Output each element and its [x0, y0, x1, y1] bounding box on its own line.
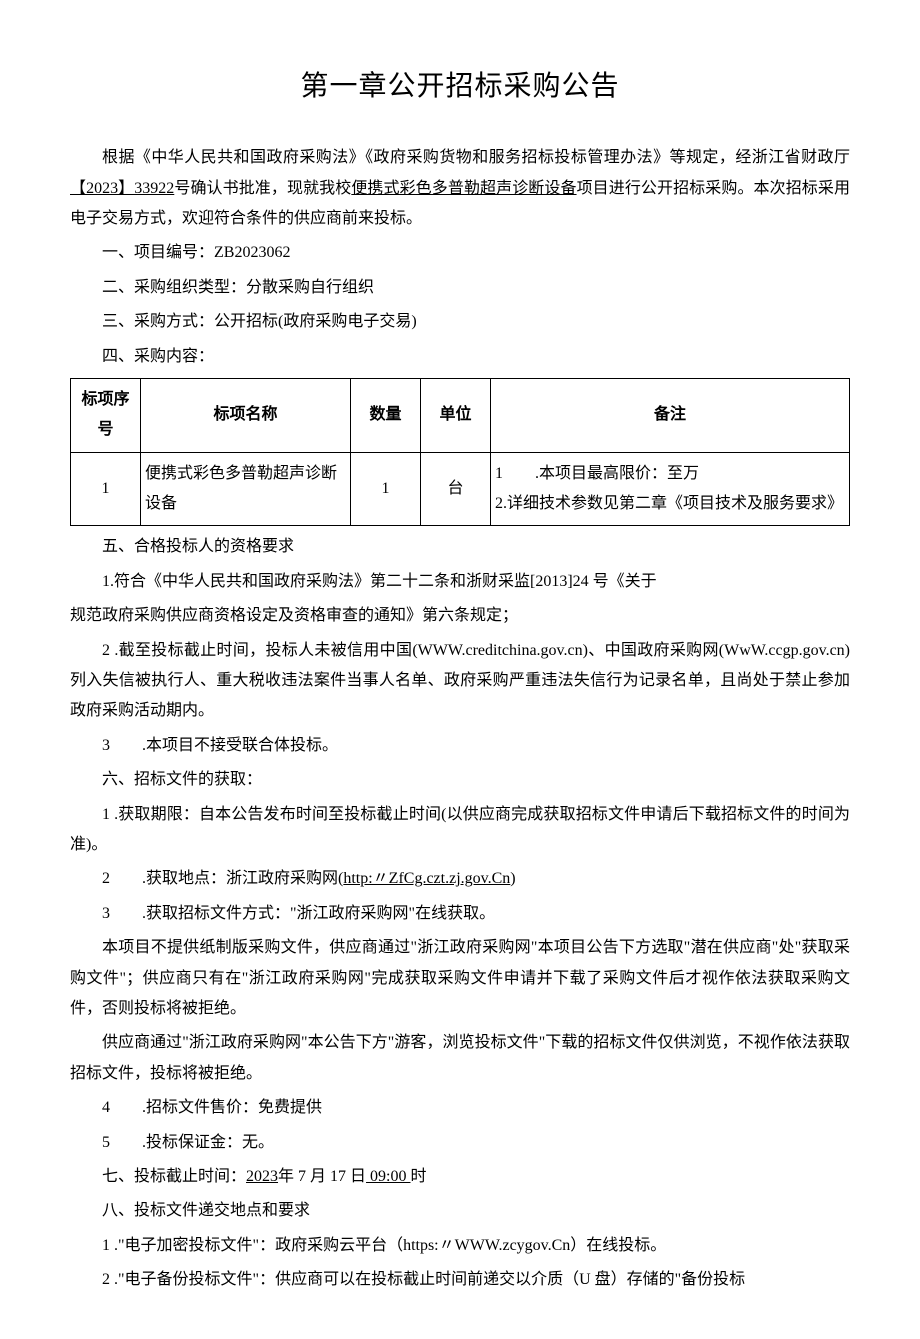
section-7: 七、投标截止时间：2023年 7 月 17 日 09:00 时 [70, 1162, 850, 1192]
section-3: 三、采购方式：公开招标(政府采购电子交易) [70, 307, 850, 337]
section-7-suffix: 时 [410, 1168, 426, 1185]
section-6-para-2: 供应商通过"浙江政府采购网"本公告下方"游客，浏览投标文件"下载的招标文件仅供浏… [70, 1028, 850, 1089]
cell-remark: 1 .本项目最高限价：至万 2.详细技术参数见第二章《项目技术及服务要求》 [491, 452, 850, 526]
cell-unit: 台 [421, 452, 491, 526]
section-7-mid: 年 7 月 17 日 [278, 1168, 366, 1185]
procurement-table: 标项序号 标项名称 数量 单位 备注 1 便携式彩色多普勒超声诊断设备 1 台 … [70, 378, 850, 527]
table-header-row: 标项序号 标项名称 数量 单位 备注 [71, 378, 850, 452]
section-5-item-1a: 1.符合《中华人民共和国政府采购法》第二十二条和浙财采监[2013]24 号《关… [70, 567, 850, 597]
section-7-time: 09:00 [366, 1168, 410, 1185]
cell-qty: 1 [351, 452, 421, 526]
section-6-item-2: 2 .获取地点：浙江政府采购网(http:〃ZfCg.czt.zj.gov.Cn… [70, 864, 850, 894]
section-6-url: http:〃ZfCg.czt.zj.gov.Cn [343, 870, 510, 887]
section-7-prefix: 七、投标截止时间： [102, 1168, 246, 1185]
section-6-title: 六、招标文件的获取： [70, 765, 850, 795]
section-7-year: 2023 [246, 1168, 278, 1185]
section-6-item-5: 5 .投标保证金：无。 [70, 1128, 850, 1158]
intro-paragraph: 根据《中华人民共和国政府采购法》《政府采购货物和服务招标投标管理办法》等规定，经… [70, 143, 850, 234]
section-6-item-2-prefix: 2 .获取地点：浙江政府采购网( [102, 870, 343, 887]
approval-number: 【2023】33922 [70, 180, 174, 197]
cell-seq: 1 [71, 452, 141, 526]
section-6-item-2-suffix: ) [510, 870, 515, 887]
section-6-item-3: 3 .获取招标文件方式："浙江政府采购网"在线获取。 [70, 899, 850, 929]
section-8-title: 八、投标文件递交地点和要求 [70, 1196, 850, 1226]
intro-prefix: 根据《中华人民共和国政府采购法》《政府采购货物和服务招标投标管理办法》等规定，经… [102, 149, 850, 166]
section-6-item-1: 1 .获取期限：自本公告发布时间至投标截止时间(以供应商完成获取招标文件申请后下… [70, 800, 850, 861]
section-5-item-2: 2 .截至投标截止时间，投标人未被信用中国(WWW.creditchina.go… [70, 636, 850, 727]
section-8-item-2: 2 ."电子备份投标文件"：供应商可以在投标截止时间前递交以介质（U 盘）存储的… [70, 1265, 850, 1295]
section-6-item-4: 4 .招标文件售价：免费提供 [70, 1093, 850, 1123]
project-name: 便携式彩色多普勒超声诊断设备 [351, 180, 576, 197]
section-8-item-1: 1 ."电子加密投标文件"：政府采购云平台（https:〃WWW.zcygov.… [70, 1231, 850, 1261]
section-5-title: 五、合格投标人的资格要求 [70, 532, 850, 562]
remark-line1: 1 .本项目最高限价：至万 [495, 459, 845, 489]
header-qty: 数量 [351, 378, 421, 452]
cell-name: 便携式彩色多普勒超声诊断设备 [141, 452, 351, 526]
section-6-para-1: 本项目不提供纸制版采购文件，供应商通过"浙江政府采购网"本项目公告下方选取"潜在… [70, 933, 850, 1024]
intro-mid: 号确认书批准，现就我校 [174, 180, 351, 197]
section-1: 一、项目编号：ZB2023062 [70, 238, 850, 268]
remark-line2: 2.详细技术参数见第二章《项目技术及服务要求》 [495, 489, 845, 519]
section-5-item-1b: 规范政府采购供应商资格设定及资格审查的通知》第六条规定； [70, 601, 850, 631]
table-row: 1 便携式彩色多普勒超声诊断设备 1 台 1 .本项目最高限价：至万 2.详细技… [71, 452, 850, 526]
header-name: 标项名称 [141, 378, 351, 452]
page-title: 第一章公开招标采购公告 [70, 60, 850, 113]
section-4: 四、采购内容： [70, 342, 850, 372]
section-2: 二、采购组织类型：分散采购自行组织 [70, 273, 850, 303]
header-seq: 标项序号 [71, 378, 141, 452]
header-unit: 单位 [421, 378, 491, 452]
header-remark: 备注 [491, 378, 850, 452]
section-5-item-3: 3 .本项目不接受联合体投标。 [70, 731, 850, 761]
